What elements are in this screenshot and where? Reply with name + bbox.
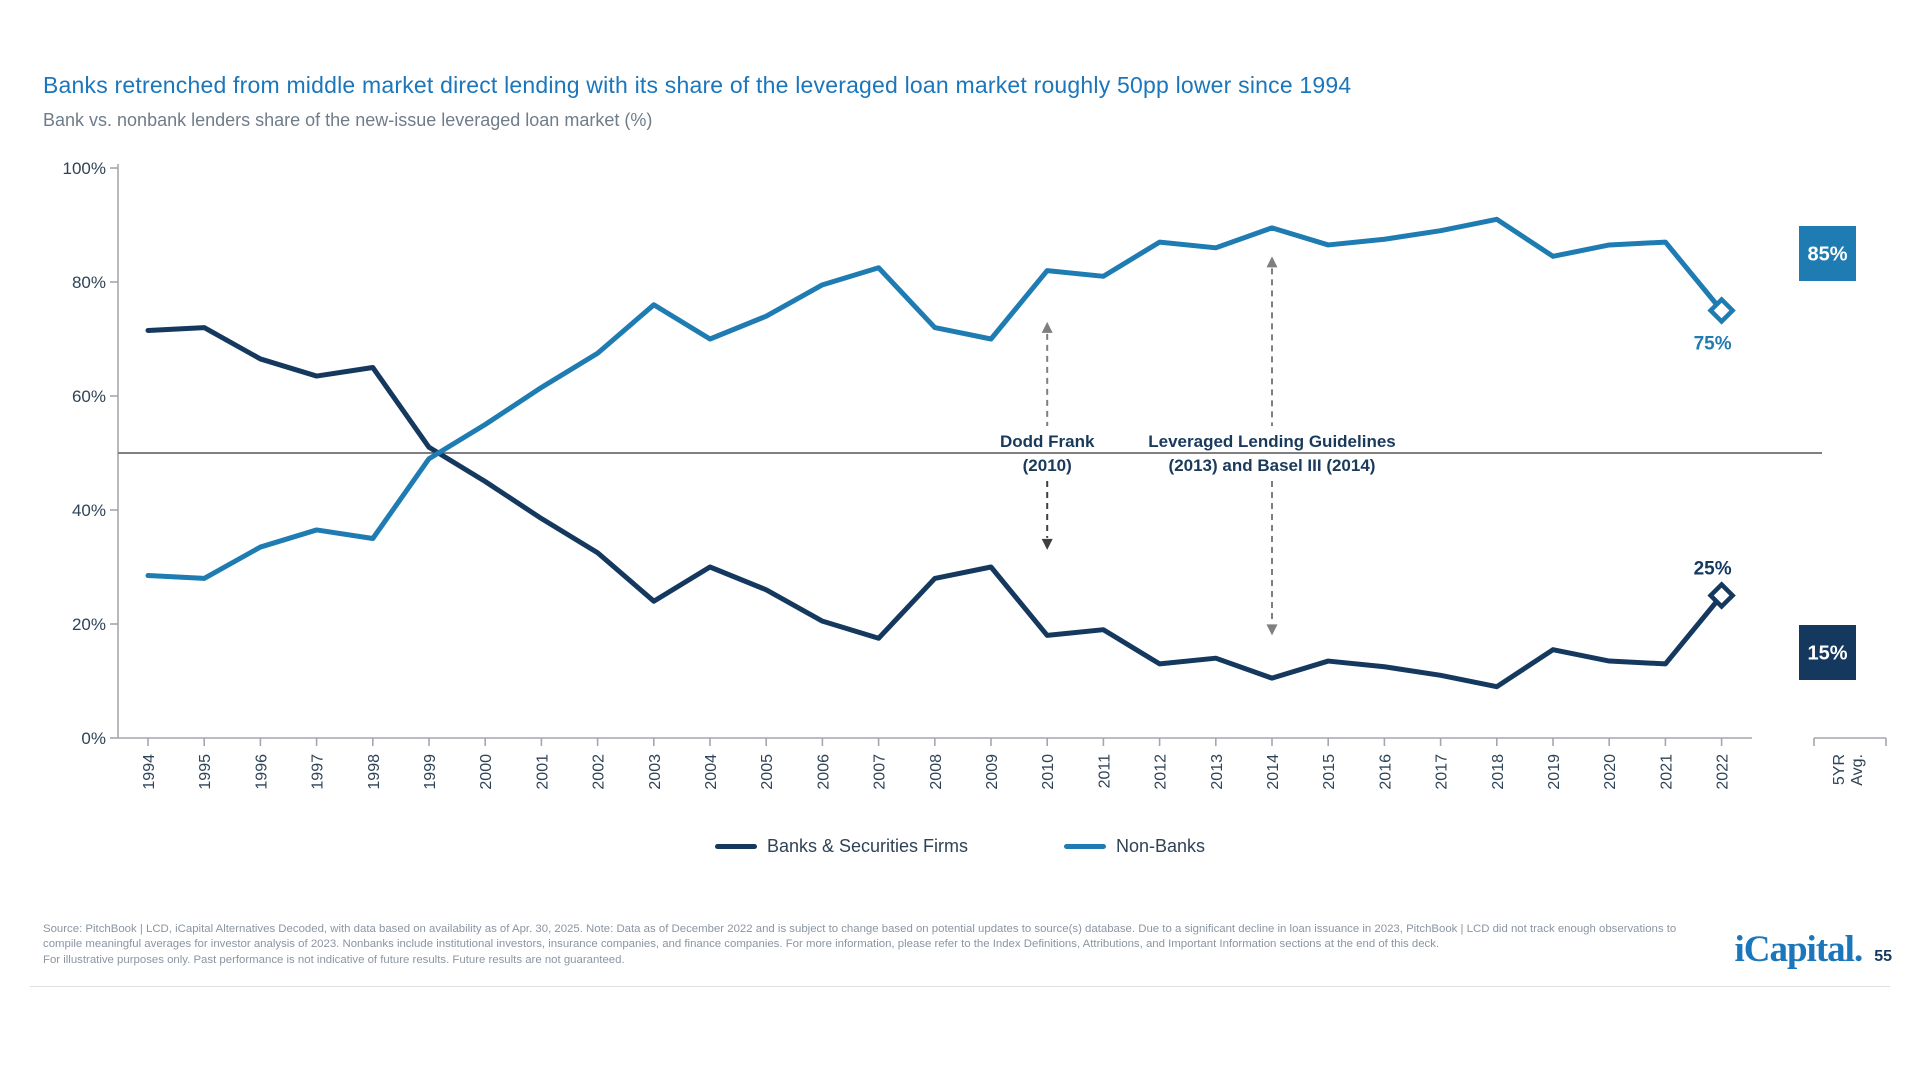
x-tick-label: 2019 (1546, 754, 1563, 790)
x-tick-label: 2004 (703, 754, 720, 790)
x-tick-label: 2016 (1377, 754, 1394, 790)
x-tick-label: 2013 (1209, 754, 1226, 790)
legend-label: Non-Banks (1116, 836, 1206, 856)
y-tick-label: 20% (72, 615, 106, 634)
page-title: Banks retrenched from middle market dire… (43, 72, 1352, 98)
avg-axis-label: 5YR (1831, 754, 1848, 785)
banks-line (145, 325, 1725, 690)
x-tick-label: 2001 (534, 754, 551, 790)
end-marker-diamond (1707, 581, 1736, 610)
disclaimer-note: For illustrative purposes only. Past per… (43, 953, 625, 966)
annotation-label: Leveraged Lending Guidelines (1148, 432, 1396, 451)
divider (30, 986, 1890, 987)
x-tick-label: 2009 (984, 754, 1001, 790)
avg-value-box (1799, 226, 1856, 281)
legend-item: Banks & Securities Firms (714, 836, 968, 857)
x-tick-label: 1998 (366, 754, 383, 790)
end-value-label: 75% (1694, 334, 1732, 355)
x-tick-label: 2000 (478, 754, 495, 790)
avg-value-label: 15% (1807, 643, 1847, 665)
x-tick-label: 2010 (1040, 754, 1057, 790)
x-tick-label: 1994 (141, 754, 158, 790)
nonbanks-line (145, 216, 1725, 581)
source-note: Source: PitchBook | LCD, iCapital Altern… (43, 923, 1677, 951)
avg-value-box (1799, 625, 1856, 680)
x-tick-label: 2021 (1658, 754, 1675, 790)
x-tick-label: 1995 (197, 754, 214, 790)
annotation-label: (2010) (1023, 456, 1072, 475)
x-tick-label: 2011 (1096, 754, 1113, 789)
y-tick-label: 40% (72, 501, 106, 520)
arrow-down-head (1041, 538, 1053, 550)
x-tick-label: 2007 (872, 754, 889, 790)
annotation-label: Dodd Frank (1000, 432, 1095, 451)
chart-legend: Banks & Securities Firms Non-Banks (0, 836, 1920, 857)
y-tick-label: 60% (72, 387, 106, 406)
x-tick-label: 2003 (647, 754, 664, 790)
x-tick-label: 1997 (310, 754, 327, 790)
arrow-up-head (1266, 256, 1278, 268)
annotation-label: (2013) and Basel III (2014) (1169, 456, 1376, 475)
avg-axis-label: Avg. (1849, 754, 1866, 786)
x-tick-label: 2022 (1715, 754, 1732, 790)
arrow-down-head (1266, 624, 1278, 636)
x-tick-label: 2008 (928, 754, 945, 790)
icapital-logo: iCapital. (1734, 929, 1863, 970)
legend-label: Banks & Securities Firms (766, 836, 968, 856)
x-tick-label: 2005 (759, 754, 776, 790)
end-value-label: 25% (1694, 559, 1732, 580)
x-tick-label: 2006 (815, 754, 832, 790)
arrow-up-head (1041, 321, 1053, 333)
x-tick-label: 2017 (1434, 754, 1451, 790)
end-marker-diamond (1707, 296, 1736, 325)
x-tick-label: 2015 (1321, 754, 1338, 790)
y-tick-label: 80% (72, 273, 106, 292)
x-tick-label: 2014 (1265, 754, 1282, 790)
y-tick-label: 100% (63, 159, 106, 178)
legend-item: Non-Banks (1064, 836, 1205, 857)
chart-subtitle: Bank vs. nonbank lenders share of the ne… (43, 110, 653, 130)
legend-swatch (714, 844, 757, 849)
x-tick-label: 1996 (253, 754, 270, 790)
brand-logo: iCapital. 55 (1734, 928, 1892, 971)
x-tick-label: 2020 (1602, 754, 1619, 790)
x-tick-label: 2012 (1153, 754, 1170, 790)
x-tick-label: 2018 (1490, 754, 1507, 790)
x-tick-label: 1999 (422, 754, 439, 790)
page-number: 55 (1874, 948, 1892, 965)
legend-swatch (1064, 844, 1106, 849)
y-tick-label: 0% (81, 729, 106, 748)
x-tick-label: 2002 (591, 754, 608, 790)
footer-disclosure: Source: PitchBook | LCD, iCapital Altern… (43, 922, 1678, 968)
avg-value-label: 85% (1807, 244, 1847, 266)
